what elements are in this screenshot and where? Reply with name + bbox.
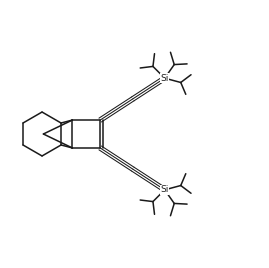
Text: Si: Si [161, 185, 169, 194]
Text: Si: Si [161, 74, 169, 83]
